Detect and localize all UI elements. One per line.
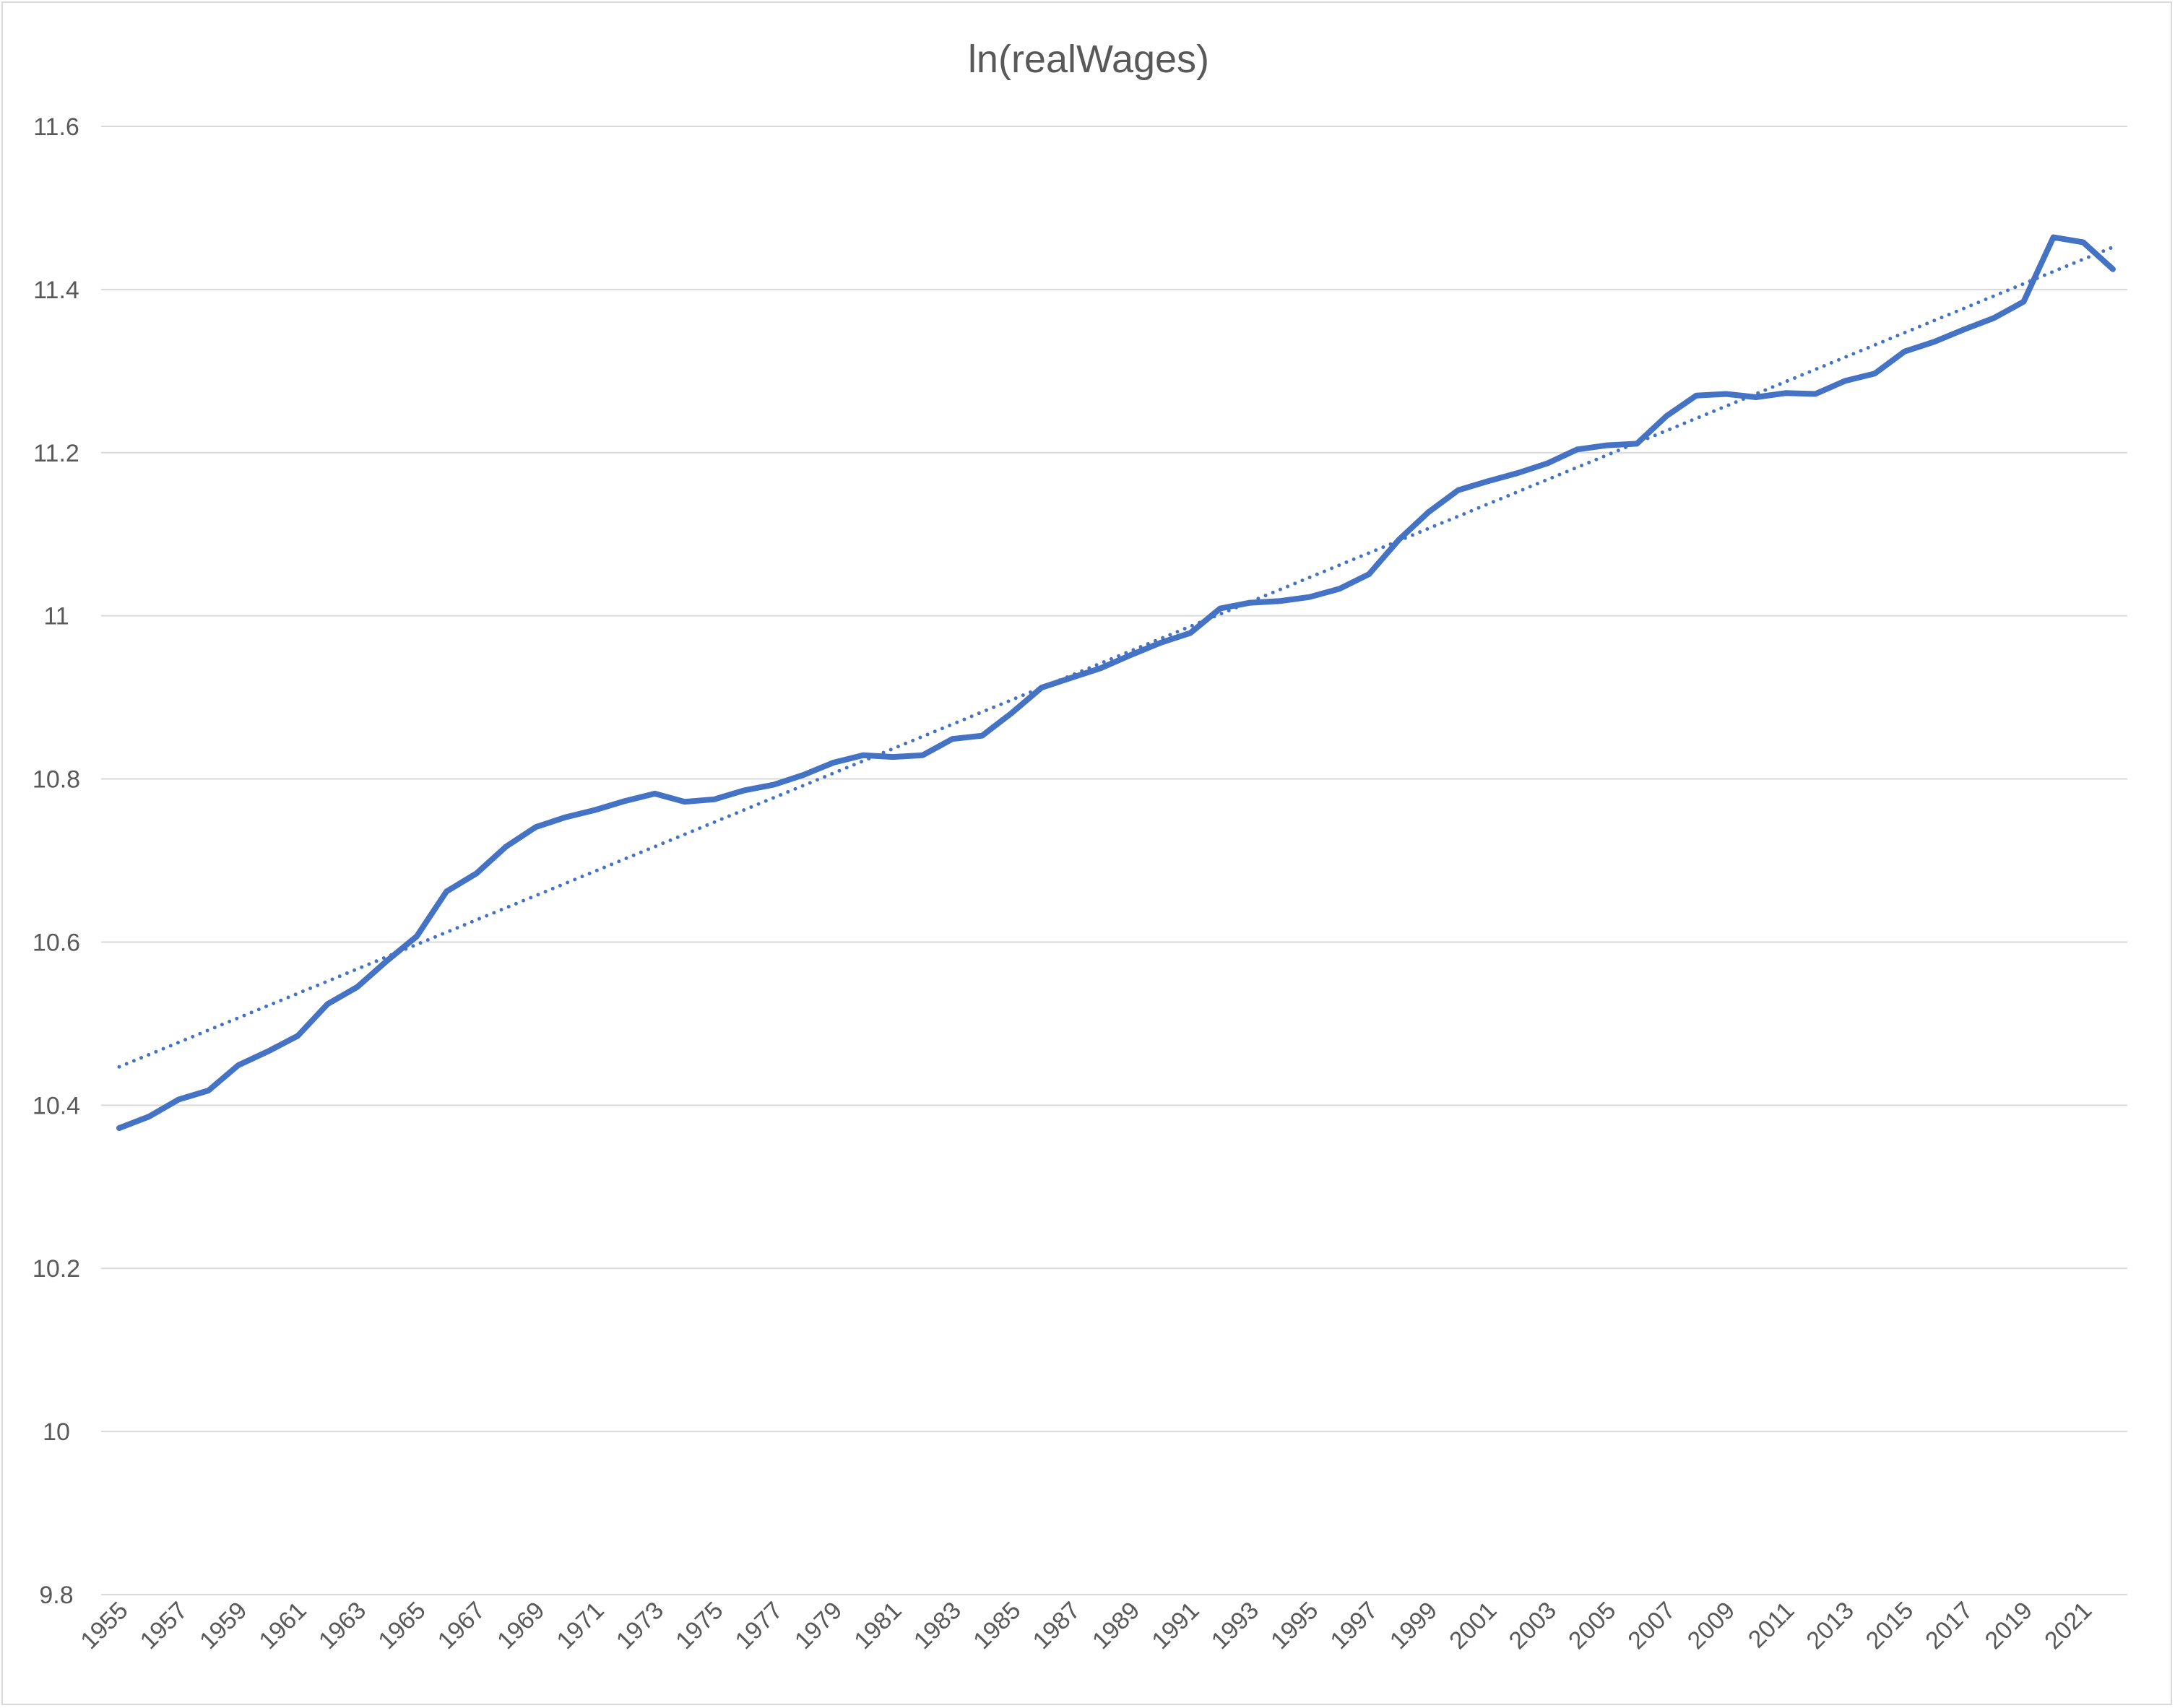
x-tick-label: 2017 — [1920, 1597, 1978, 1655]
y-tick-label: 10 — [43, 1418, 70, 1446]
y-tick-label: 11 — [43, 603, 69, 630]
x-tick-label: 2019 — [1980, 1597, 2038, 1655]
x-tick-label: 1993 — [1206, 1597, 1264, 1655]
y-tick-label: 11.2 — [33, 440, 79, 467]
y-tick-label: 11.6 — [33, 113, 79, 141]
x-tick-label: 1969 — [492, 1597, 550, 1655]
trendline — [117, 245, 2115, 1069]
y-tick-label: 10.2 — [33, 1255, 80, 1283]
x-tick-label: 2013 — [1802, 1597, 1859, 1655]
x-tick-label: 2005 — [1563, 1597, 1621, 1655]
x-tick-label: 1957 — [135, 1597, 193, 1655]
series-line — [116, 234, 2116, 1131]
x-axis-ticks: 1955 1957 1959 1961 1963 1965 1967 1969 1971 1973… — [75, 1597, 2097, 1655]
series — [116, 234, 2116, 1131]
x-tick-label: 2007 — [1622, 1597, 1680, 1655]
x-tick-label: 1989 — [1087, 1597, 1145, 1655]
x-tick-label: 1991 — [1146, 1597, 1204, 1655]
x-tick-label: 2001 — [1444, 1597, 1502, 1655]
chart-title: ln(realWages) — [968, 38, 1209, 81]
x-tick-label: 2003 — [1504, 1597, 1562, 1655]
x-tick-label: 1987 — [1028, 1597, 1086, 1655]
x-tick-label: 1965 — [373, 1597, 431, 1655]
x-tick-label: 1985 — [968, 1597, 1026, 1655]
gridlines — [101, 126, 2127, 1595]
x-tick-label: 1971 — [551, 1597, 609, 1655]
y-tick-label: 11.4 — [33, 277, 79, 304]
x-tick-label: 1967 — [433, 1597, 490, 1655]
x-tick-label: 2009 — [1682, 1597, 1740, 1655]
y-axis-ticks: 9.8 10 10.2 10.4 10.6 10.8 11 11.2 11.4 11.6 — [33, 113, 80, 1609]
x-tick-label: 1955 — [75, 1597, 133, 1655]
x-tick-label: 1997 — [1325, 1597, 1383, 1655]
x-tick-label: 1979 — [790, 1597, 847, 1655]
x-tick-label: 2021 — [2039, 1597, 2097, 1655]
x-tick-label: 1983 — [909, 1597, 967, 1655]
x-tick-label: 1963 — [314, 1597, 371, 1655]
y-tick-label: 10.6 — [33, 929, 80, 956]
x-tick-label: 1977 — [730, 1597, 788, 1655]
x-tick-label: 1973 — [611, 1597, 669, 1655]
y-tick-label: 10.4 — [33, 1092, 80, 1119]
x-tick-label: 2015 — [1861, 1597, 1919, 1655]
x-tick-label: 1959 — [194, 1597, 252, 1655]
y-tick-label: 10.8 — [33, 766, 80, 794]
x-tick-label: 2011 — [1743, 1597, 1800, 1654]
x-tick-label: 1981 — [849, 1597, 907, 1655]
x-tick-label: 1999 — [1385, 1597, 1443, 1655]
x-tick-label: 1995 — [1266, 1597, 1323, 1655]
x-tick-label: 1961 — [254, 1597, 311, 1655]
x-tick-label: 1975 — [670, 1597, 728, 1655]
y-tick-label: 9.8 — [39, 1582, 73, 1609]
